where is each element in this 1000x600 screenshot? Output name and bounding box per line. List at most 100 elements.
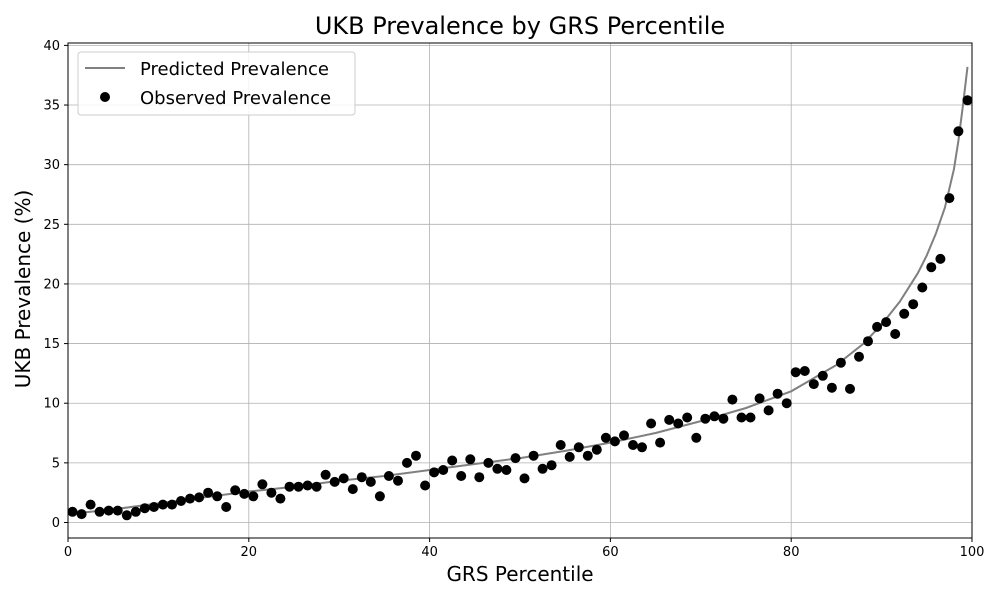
observed-prevalence-point: [944, 193, 955, 204]
observed-prevalence-point: [781, 398, 792, 409]
y-tick-label: 10: [43, 397, 60, 412]
observed-prevalence-point: [356, 472, 367, 483]
y-tick-label: 40: [43, 39, 60, 54]
observed-prevalence-point: [845, 383, 855, 394]
observed-prevalence-point: [519, 473, 530, 484]
observed-prevalence-point: [564, 451, 575, 462]
y-tick-label: 5: [52, 456, 60, 471]
axis-ticks: 0 20 40 60 80 100 0 5 10 15 20 25 30 35 40: [43, 39, 984, 560]
observed-prevalence-point: [402, 457, 412, 468]
observed-prevalence-point: [103, 505, 114, 516]
observed-prevalence-point: [790, 367, 801, 378]
observed-prevalence-point: [600, 432, 611, 443]
observed-prevalence-point: [365, 476, 376, 487]
y-tick-label: 0: [52, 516, 60, 531]
plot-area: [67, 66, 973, 521]
observed-prevalence-point: [347, 484, 358, 495]
observed-prevalence-point: [94, 506, 105, 517]
observed-prevalence-point: [555, 440, 566, 450]
observed-prevalence-point: [429, 467, 440, 478]
axes-frame: [67, 42, 973, 539]
observed-prevalence-point: [483, 457, 494, 468]
observed-prevalence-point: [293, 481, 304, 492]
legend-entry-observed: Observed Prevalence: [140, 88, 331, 109]
observed-prevalence-point: [130, 506, 141, 517]
observed-prevalence-point: [112, 505, 123, 516]
observed-prevalence-point: [510, 453, 521, 464]
observed-prevalence-point: [148, 502, 159, 512]
observed-prevalence-point: [763, 405, 774, 416]
observed-prevalence-point: [745, 412, 756, 423]
observed-prevalence-point: [194, 492, 205, 503]
grid: [67, 43, 973, 538]
x-tick-label: 20: [241, 545, 258, 560]
legend: Predicted Prevalence Observed Prevalence: [77, 51, 356, 116]
observed-prevalence-point: [320, 469, 331, 480]
observed-prevalence-point: [926, 262, 937, 273]
y-tick-label: 35: [43, 99, 60, 114]
observed-prevalence-point: [501, 465, 512, 475]
observed-prevalence-point: [655, 437, 666, 448]
observed-prevalence-point: [917, 282, 928, 293]
observed-prevalence-point: [573, 442, 584, 453]
observed-prevalence-point: [646, 418, 657, 429]
observed-prevalence-point: [808, 379, 819, 390]
observed-prevalence-point: [185, 493, 195, 504]
observed-prevalence-point: [203, 487, 214, 498]
observed-prevalence-point: [284, 481, 295, 492]
observed-prevalence-point: [212, 491, 223, 502]
observed-prevalence-point: [709, 411, 720, 422]
observed-prevalence-point: [962, 95, 973, 106]
y-axis-label: UKB Prevalence (%): [11, 190, 35, 389]
legend-box: [77, 51, 356, 116]
observed-prevalence-point: [76, 509, 87, 520]
observed-prevalence-point: [474, 472, 485, 483]
observed-prevalence-point: [311, 481, 322, 492]
observed-prevalence-point: [456, 471, 467, 481]
x-tick-label: 60: [602, 545, 619, 560]
y-tick-label: 20: [43, 277, 60, 292]
observed-prevalence-point: [908, 299, 919, 310]
observed-prevalence-point: [438, 465, 449, 475]
observed-prevalence-point: [411, 450, 421, 461]
observed-prevalence-point: [465, 454, 476, 465]
x-tick-label: 40: [421, 545, 438, 560]
observed-prevalence-point: [799, 366, 810, 376]
observed-prevalence-point: [420, 480, 431, 491]
predicted-prevalence-line: [67, 66, 969, 516]
observed-prevalence-point: [835, 357, 846, 368]
observed-prevalence-point: [953, 126, 964, 137]
observed-prevalence-point: [338, 473, 349, 484]
observed-prevalence-point: [139, 503, 150, 514]
legend-dot-marker: [100, 92, 110, 102]
observed-prevalence-point: [230, 485, 241, 496]
observed-prevalence-point: [935, 253, 946, 264]
observed-prevalence-point: [619, 430, 629, 441]
observed-prevalence-point: [664, 414, 675, 425]
observed-prevalence-point: [736, 412, 747, 423]
observed-prevalence-point: [700, 413, 711, 424]
observed-prevalence-point: [275, 493, 286, 504]
observed-prevalence-point: [754, 393, 765, 404]
observed-prevalence-point: [899, 308, 910, 319]
observed-prevalence-point: [266, 487, 277, 498]
observed-prevalence-point: [727, 394, 738, 405]
y-tick-label: 30: [43, 158, 60, 173]
chart-title: UKB Prevalence by GRS Percentile: [315, 12, 725, 40]
x-tick-label: 100: [960, 545, 985, 560]
observed-prevalence-point: [492, 463, 503, 474]
x-tick-label: 0: [64, 545, 72, 560]
observed-prevalence-point: [537, 463, 548, 474]
legend-entry-predicted: Predicted Prevalence: [140, 59, 329, 80]
x-tick-label: 80: [783, 545, 800, 560]
observed-prevalence-point: [176, 496, 186, 506]
observed-prevalence-point: [67, 506, 78, 517]
observed-prevalence-point: [167, 499, 177, 510]
observed-prevalence-point: [546, 460, 557, 471]
observed-prevalence-point: [329, 476, 340, 487]
observed-prevalence-point: [239, 488, 250, 499]
observed-prevalence-point: [609, 436, 620, 447]
observed-prevalence-point: [374, 491, 385, 502]
observed-prevalence-point: [582, 450, 593, 461]
